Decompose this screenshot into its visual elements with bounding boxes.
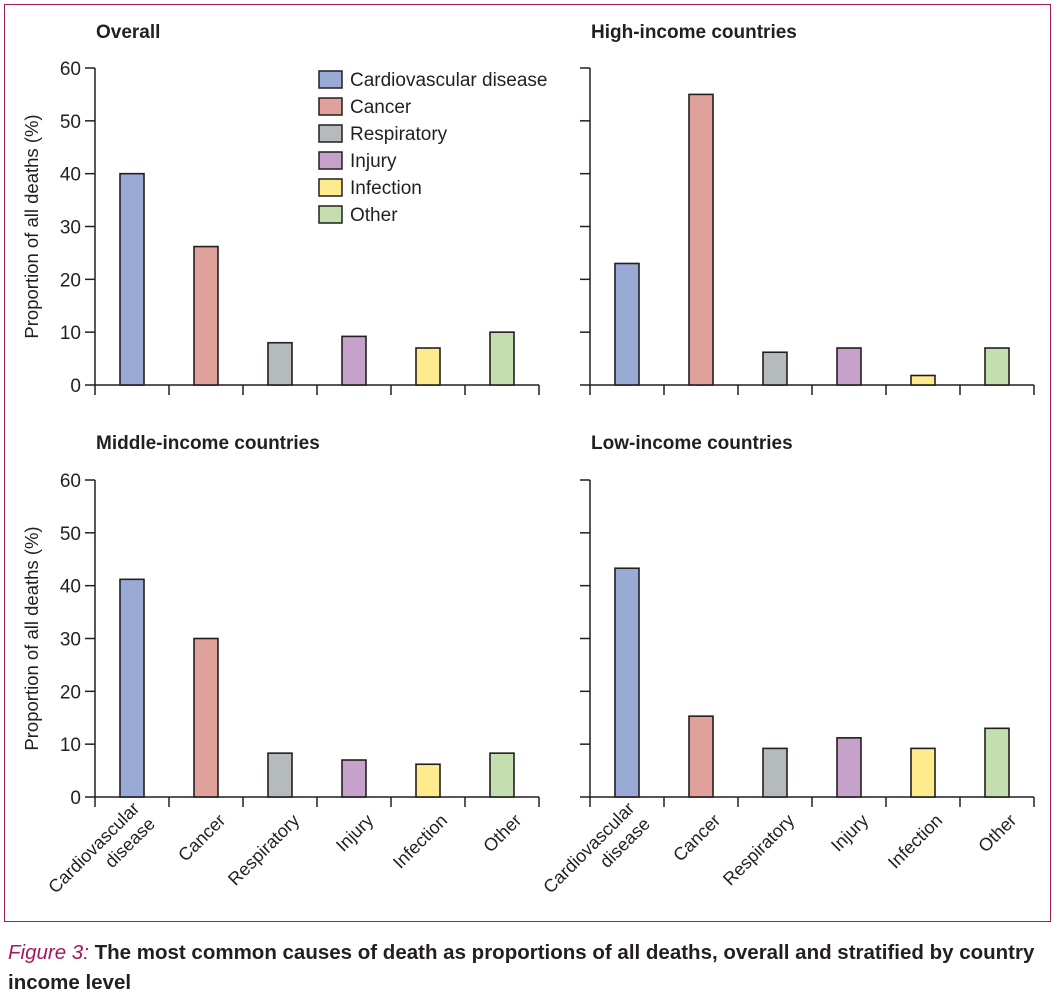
- y-tick-label: 30: [60, 630, 81, 651]
- y-tick-label: 30: [60, 218, 81, 239]
- bar-injury: [341, 759, 367, 798]
- x-tick-label-injury: Injury: [332, 810, 377, 855]
- bar-cardiovascular-disease: [614, 262, 640, 386]
- y-tick-label: 50: [60, 112, 81, 133]
- bar-other: [984, 727, 1010, 798]
- bar-cardiovascular-disease: [614, 567, 640, 798]
- caption-text: The most common causes of death as propo…: [8, 941, 1035, 994]
- bar-infection: [910, 374, 936, 386]
- x-tick-label-cardiovascular-disease: Cardiovasculardisease: [539, 798, 654, 913]
- panel-middle-income-countries: Middle-income countries 0 10 20 30 40 50 60 Prop…: [21, 433, 540, 913]
- legend-label-cancer: Cancer: [350, 97, 412, 118]
- bar-cardiovascular-disease: [119, 578, 145, 798]
- x-tick-label-line: Injury: [827, 810, 872, 855]
- bar-cancer: [193, 245, 219, 386]
- y-tick-label: 0: [70, 376, 81, 397]
- legend-swatch-cancer: [318, 97, 343, 116]
- y-tick-label: 60: [60, 471, 81, 492]
- y-tick-label: 10: [60, 323, 81, 344]
- legend-label-injury: Injury: [350, 151, 397, 172]
- bar-cardiovascular-disease: [119, 172, 145, 386]
- y-tick-label: 0: [70, 788, 81, 809]
- bar-cancer: [688, 93, 714, 386]
- x-tick-label-line: Cancer: [174, 810, 229, 865]
- x-tick-label-line: Respiratory: [719, 810, 798, 889]
- bar-injury: [836, 737, 862, 798]
- y-tick-label: 10: [60, 735, 81, 756]
- y-tick-label: 50: [60, 524, 81, 545]
- legend: Cardiovascular disease Cancer Respiratory I…: [318, 70, 548, 226]
- x-tick-label-line: Other: [479, 810, 525, 856]
- legend-label-cardiovascular-disease: Cardiovascular disease: [350, 70, 548, 91]
- panel-low-income-countries: Low-income countries Cardiovasculardiseas…: [539, 433, 1035, 913]
- bar-other: [489, 752, 515, 798]
- figure-caption: Figure 3: The most common causes of deat…: [8, 938, 1038, 998]
- x-tick-label-infection: Infection: [389, 810, 451, 872]
- legend-swatch-other: [318, 205, 343, 224]
- bar-respiratory: [267, 752, 293, 798]
- y-tick-label: 60: [60, 59, 81, 80]
- bar-cancer: [688, 715, 714, 798]
- x-tick-label-line: Infection: [389, 810, 451, 872]
- y-tick-label: 40: [60, 165, 81, 186]
- x-tick-label-infection: Infection: [884, 810, 946, 872]
- x-tick-label-line: Injury: [332, 810, 377, 855]
- panel-title: High-income countries: [591, 22, 797, 43]
- y-axis-title: Proportion of all deaths (%): [21, 114, 42, 338]
- x-tick-label-respiratory: Respiratory: [719, 810, 798, 889]
- legend-label-infection: Infection: [350, 178, 422, 199]
- legend-label-other: Other: [350, 205, 398, 226]
- bar-respiratory: [267, 341, 293, 386]
- x-tick-label-injury: Injury: [827, 810, 872, 855]
- bar-infection: [910, 747, 936, 798]
- panel-title: Overall: [96, 22, 160, 43]
- x-tick-label-line: Infection: [884, 810, 946, 872]
- panel-high-income-countries: High-income countries: [580, 22, 1035, 395]
- legend-swatch-respiratory: [318, 124, 343, 143]
- legend-swatch-injury: [318, 151, 343, 170]
- bar-respiratory: [762, 351, 788, 386]
- y-tick-label: 20: [60, 682, 81, 703]
- chart-figure: Overall 0 10 20 30 40 50 60 Proportion of all de…: [21, 22, 1035, 913]
- bar-cancer: [193, 637, 219, 798]
- bar-respiratory: [762, 747, 788, 798]
- x-tick-label-other: Other: [479, 810, 525, 856]
- bar-infection: [415, 347, 441, 386]
- x-tick-label-respiratory: Respiratory: [224, 810, 303, 889]
- x-tick-label-line: Other: [974, 810, 1020, 856]
- x-tick-label-cancer: Cancer: [669, 810, 724, 865]
- y-axis-title: Proportion of all deaths (%): [21, 526, 42, 750]
- x-tick-label-other: Other: [974, 810, 1020, 856]
- x-tick-label-line: Cancer: [669, 810, 724, 865]
- panel-title: Low-income countries: [591, 433, 793, 454]
- bar-injury: [836, 347, 862, 386]
- x-tick-label-cardiovascular-disease: Cardiovasculardisease: [44, 798, 159, 913]
- bar-other: [489, 331, 515, 386]
- legend-swatch-infection: [318, 178, 343, 197]
- figure-frame: [4, 4, 1051, 922]
- legend-label-respiratory: Respiratory: [350, 124, 448, 145]
- panel-overall: Overall 0 10 20 30 40 50 60 Proportion of all de…: [21, 22, 548, 397]
- legend-swatch-cardiovascular-disease: [318, 70, 343, 89]
- bar-infection: [415, 763, 441, 798]
- bar-injury: [341, 335, 367, 386]
- y-tick-label: 20: [60, 270, 81, 291]
- caption-label: Figure 3:: [8, 941, 89, 964]
- x-tick-label-cancer: Cancer: [174, 810, 229, 865]
- x-tick-label-line: Respiratory: [224, 810, 303, 889]
- bar-other: [984, 347, 1010, 386]
- panel-title: Middle-income countries: [96, 433, 320, 454]
- y-tick-label: 40: [60, 577, 81, 598]
